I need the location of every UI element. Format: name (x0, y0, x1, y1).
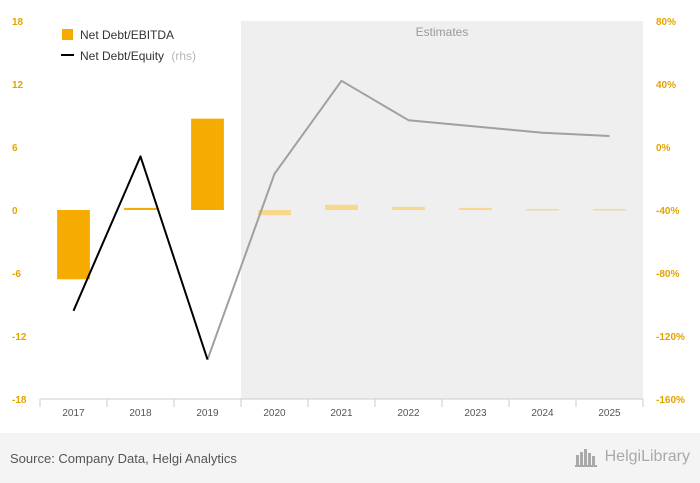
legend: Net Debt/EBITDA Net Debt/Equity (rhs) (61, 28, 196, 63)
x-tick-label: 2021 (330, 408, 353, 419)
chart: Estimates 2017 2018 2019 2020 2021 2022 2023 20… (12, 17, 685, 419)
right-tick-label: 0% (656, 143, 671, 154)
right-tick-label: -160% (656, 395, 685, 406)
estimates-region (241, 21, 643, 399)
left-tick-label: -18 (12, 395, 27, 406)
brand-logo[interactable]: HelgiLibrary (574, 447, 690, 467)
x-tick-label: 2020 (263, 408, 286, 419)
legend-line-rhs: (rhs) (171, 49, 196, 63)
bar (124, 207, 157, 210)
legend-line-label: Net Debt/Equity (rhs) (80, 49, 196, 63)
x-tick-label: 2022 (397, 408, 420, 419)
bar (57, 210, 90, 280)
footer: Source: Company Data, Helgi Analytics He… (0, 433, 700, 483)
x-tick-label: 2024 (531, 408, 554, 419)
line-estimate (206, 79, 610, 360)
left-tick-label: 0 (12, 206, 18, 217)
bar (392, 206, 425, 210)
right-tick-label: -120% (656, 332, 685, 343)
bar (258, 210, 291, 216)
bar (191, 118, 224, 210)
left-axis: 18 12 6 0 -6 -12 -18 (12, 17, 27, 406)
left-tick-label: 18 (12, 17, 24, 28)
legend-bar-swatch (62, 29, 73, 40)
right-tick-label: 80% (656, 17, 676, 28)
right-tick-label: -40% (656, 206, 679, 217)
left-tick-label: -6 (12, 269, 21, 280)
line-actual (72, 155, 209, 360)
bar (459, 207, 492, 210)
right-axis: 80% 40% 0% -40% -80% -120% -160% (656, 17, 685, 406)
right-tick-label: 40% (656, 80, 676, 91)
left-tick-label: -12 (12, 332, 27, 343)
x-axis: 2017 2018 2019 2020 2021 2022 2023 2024 2025 (39, 398, 644, 419)
line-series (72, 79, 610, 360)
source-text: Source: Company Data, Helgi Analytics (10, 451, 237, 466)
x-tick-label: 2025 (598, 408, 621, 419)
legend-line-name: Net Debt/Equity (80, 49, 164, 63)
right-tick-label: -80% (656, 269, 679, 280)
left-tick-label: 6 (12, 143, 18, 154)
brand-name: HelgiLibrary (604, 448, 690, 465)
bar (526, 208, 559, 211)
library-icon (574, 449, 597, 467)
x-tick-label: 2017 (62, 408, 85, 419)
estimates-label: Estimates (416, 25, 469, 39)
x-tick-label: 2019 (196, 408, 219, 419)
x-tick-label: 2023 (464, 408, 487, 419)
legend-bar-label: Net Debt/EBITDA (80, 28, 174, 42)
bar (593, 208, 626, 211)
x-tick-label: 2018 (129, 408, 152, 419)
bar (325, 204, 358, 210)
left-tick-label: 12 (12, 80, 24, 91)
bar-series (57, 118, 626, 280)
